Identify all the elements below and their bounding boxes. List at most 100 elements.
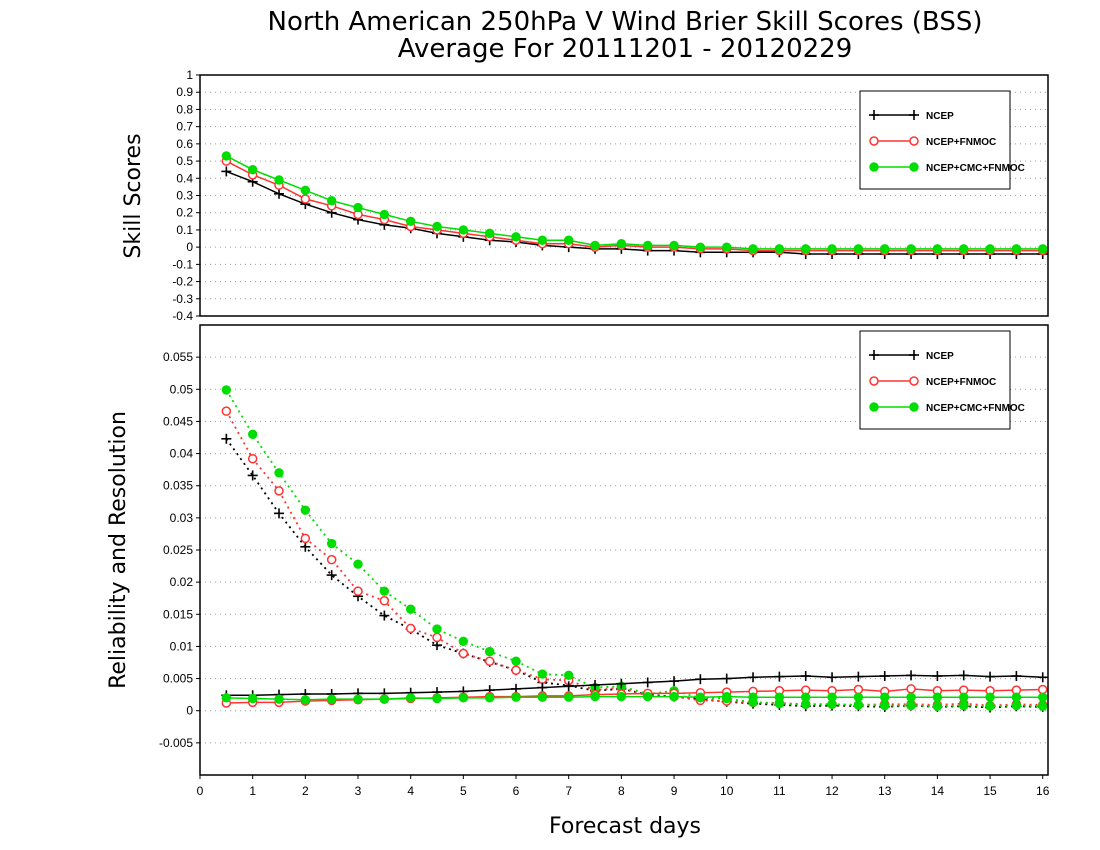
y-tick-label: 0.045 bbox=[163, 414, 193, 428]
data-point bbox=[405, 604, 416, 614]
data-point bbox=[1011, 671, 1022, 681]
data-point bbox=[432, 632, 442, 643]
data-point bbox=[247, 429, 258, 439]
legend-label: NCEP+CMC+FNMOC bbox=[926, 163, 1025, 174]
data-point bbox=[906, 684, 916, 694]
data-point bbox=[906, 670, 917, 681]
legend-label: NCEP bbox=[926, 111, 954, 122]
legend-marker bbox=[909, 402, 919, 412]
y-tick-label: 0.035 bbox=[163, 479, 193, 493]
data-point bbox=[1011, 692, 1022, 702]
x-tick-label: 4 bbox=[407, 784, 414, 798]
data-point bbox=[774, 692, 785, 702]
data-point bbox=[326, 694, 337, 704]
data-point bbox=[695, 674, 706, 685]
y-tick-label: 0.9 bbox=[176, 85, 193, 99]
x-tick-label: 2 bbox=[302, 784, 309, 798]
data-point bbox=[774, 244, 785, 254]
top-y-axis-label: Skill Scores bbox=[121, 133, 146, 258]
legend-marker bbox=[869, 402, 879, 412]
legend-marker bbox=[909, 136, 919, 146]
data-point bbox=[458, 648, 469, 659]
x-tick-label: 10 bbox=[720, 784, 734, 798]
data-point bbox=[669, 691, 679, 702]
data-point bbox=[300, 533, 311, 544]
data-point bbox=[458, 636, 469, 646]
data-point bbox=[221, 385, 232, 395]
y-tick-label: 0.015 bbox=[163, 607, 193, 621]
series-line bbox=[225, 410, 1043, 707]
series-line bbox=[225, 389, 1043, 708]
series-ncep-cmc-fnmoc-resolution bbox=[221, 385, 1048, 711]
data-point bbox=[748, 672, 759, 683]
data-point bbox=[484, 646, 495, 657]
y-tick-label: 0.1 bbox=[176, 223, 193, 237]
data-point bbox=[959, 700, 969, 711]
x-axis-label: Forecast days bbox=[549, 814, 701, 839]
data-point bbox=[1038, 692, 1048, 702]
data-point bbox=[880, 244, 890, 254]
data-point bbox=[853, 244, 864, 254]
data-point bbox=[748, 244, 758, 254]
data-point bbox=[774, 671, 785, 682]
data-point bbox=[247, 470, 258, 481]
data-point bbox=[906, 700, 916, 711]
data-point bbox=[274, 694, 284, 704]
series-ncep-cmc-fnmoc bbox=[221, 151, 1048, 254]
y-tick-label: 0.055 bbox=[163, 350, 193, 364]
legend-label: NCEP+FNMOC bbox=[926, 377, 996, 388]
data-point bbox=[432, 624, 442, 634]
figure-title-line1: North American 250hPa V Wind Brier Skill… bbox=[268, 7, 983, 37]
x-tick-label: 3 bbox=[355, 784, 362, 798]
data-point bbox=[880, 692, 890, 702]
data-point bbox=[1011, 700, 1022, 711]
legend: NCEP NCEP+FNMOC NCEP+CMC+FNMOC bbox=[859, 330, 1025, 430]
data-point bbox=[853, 684, 864, 695]
data-point bbox=[985, 671, 996, 682]
x-tick-label: 8 bbox=[618, 784, 625, 798]
data-point bbox=[959, 692, 969, 702]
data-point bbox=[300, 541, 311, 552]
x-tick-label: 6 bbox=[513, 784, 520, 798]
y-tick-label: -0.2 bbox=[172, 275, 193, 289]
legend-marker bbox=[869, 136, 879, 146]
data-point bbox=[1011, 244, 1022, 254]
data-point bbox=[432, 693, 442, 704]
y-tick-label: 0.7 bbox=[176, 120, 193, 134]
x-tick-label: 5 bbox=[460, 784, 467, 798]
data-point bbox=[405, 216, 416, 227]
data-point bbox=[221, 151, 232, 161]
plot-frame bbox=[199, 324, 1049, 776]
data-point bbox=[959, 244, 969, 254]
y-tick-label: 0.3 bbox=[176, 189, 193, 203]
data-point bbox=[379, 694, 390, 704]
data-point bbox=[801, 692, 811, 702]
y-tick-label: 0.02 bbox=[170, 575, 194, 589]
legend-marker bbox=[869, 350, 879, 360]
y-tick-label: 0.8 bbox=[176, 102, 193, 116]
y-tick-label: 1 bbox=[186, 68, 193, 82]
x-tick-label: 11 bbox=[773, 784, 786, 798]
data-point bbox=[800, 671, 811, 681]
y-tick-label: -0.4 bbox=[172, 309, 193, 323]
data-point bbox=[643, 240, 653, 251]
data-point bbox=[511, 656, 521, 666]
legend-marker bbox=[869, 376, 879, 386]
data-point bbox=[827, 244, 837, 254]
y-tick-label: 0 bbox=[186, 240, 193, 254]
data-point bbox=[379, 596, 390, 606]
plot-frame bbox=[199, 74, 1049, 317]
data-point bbox=[537, 669, 548, 679]
reliability-resolution-panel: -0.005 0 0.005 0.01 0.015 0.02 0.025 0.03 0.035 0… bbox=[159, 324, 1050, 798]
y-tick-label: 0.4 bbox=[176, 171, 193, 185]
data-point bbox=[300, 194, 311, 204]
data-point bbox=[274, 486, 284, 496]
data-point bbox=[221, 406, 232, 416]
data-point bbox=[880, 700, 890, 711]
data-point bbox=[590, 691, 600, 702]
data-point bbox=[590, 680, 601, 690]
data-point bbox=[1037, 672, 1048, 683]
y-tick-label: 0.005 bbox=[163, 672, 193, 686]
data-point bbox=[537, 682, 548, 693]
legend-label: NCEP bbox=[926, 351, 954, 362]
